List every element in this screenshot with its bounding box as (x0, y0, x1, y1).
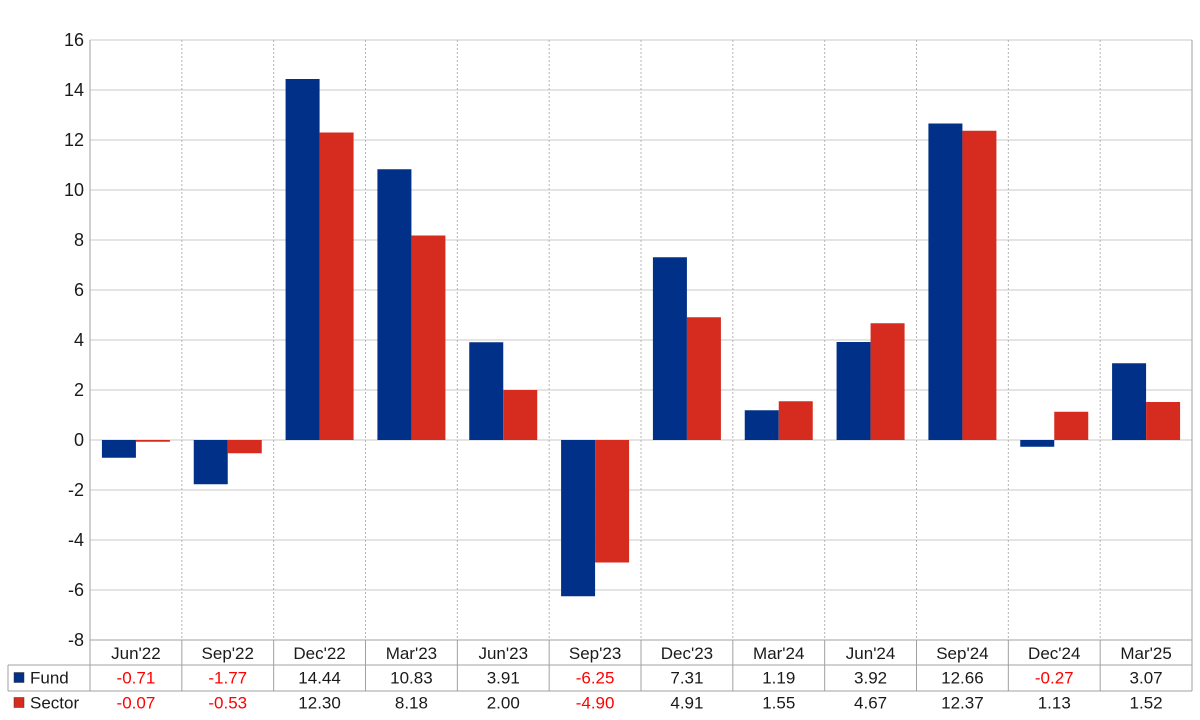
data-label-sector: -4.90 (576, 694, 615, 713)
y-tick-label: 8 (74, 230, 84, 250)
category-label: Sep'24 (936, 644, 988, 663)
bar-sector (778, 401, 813, 440)
y-tick-label: -4 (68, 530, 84, 550)
category-label: Mar'24 (753, 644, 804, 663)
data-label-fund: 3.07 (1130, 669, 1163, 688)
y-axis-ticks: -8 -6 -4 -2 0 2 4 6 8 10 12 14 16 (64, 30, 84, 650)
category-label: Dec'22 (293, 644, 345, 663)
category-label: Mar'25 (1120, 644, 1171, 663)
data-label-fund: 12.66 (941, 669, 984, 688)
bar-fund (1020, 440, 1055, 447)
axes (89, 40, 1193, 691)
data-label-sector: 12.30 (298, 694, 341, 713)
bar-fund (744, 410, 779, 440)
y-tick-label: -2 (68, 480, 84, 500)
data-label-fund: 14.44 (298, 669, 341, 688)
bar-sector (503, 390, 538, 440)
data-label-sector: 8.18 (395, 694, 428, 713)
bar-fund (469, 342, 504, 440)
data-label-fund: 10.83 (390, 669, 433, 688)
legend-swatch-fund (13, 672, 25, 683)
data-label-fund: -0.71 (117, 669, 156, 688)
bar-fund (285, 79, 320, 440)
y-tick-label: 10 (64, 180, 84, 200)
bar-sector (227, 440, 262, 454)
bar-sector (411, 235, 446, 440)
bar-sector (870, 323, 905, 440)
data-table: Jun'22 Sep'22 Dec'22 Mar'23 Jun'23 Sep'23 Dec'… (7, 639, 1192, 713)
y-tick-label: 12 (64, 130, 84, 150)
bar-fund (377, 169, 412, 440)
data-label-sector: -0.07 (117, 694, 156, 713)
data-label-sector: 1.52 (1130, 694, 1163, 713)
bar-fund (1112, 363, 1147, 440)
y-tick-label: 2 (74, 380, 84, 400)
bar-sector (962, 130, 997, 440)
data-label-fund: 3.91 (487, 669, 520, 688)
bar-sector (135, 440, 170, 442)
category-label: Dec'24 (1028, 644, 1080, 663)
category-label: Jun'24 (846, 644, 896, 663)
category-label: Sep'23 (569, 644, 621, 663)
data-label-fund: 1.19 (762, 669, 795, 688)
data-label-sector: 4.91 (670, 694, 703, 713)
category-label: Jun'22 (111, 644, 161, 663)
bar-sector (595, 440, 630, 563)
bar-fund (193, 440, 228, 485)
bar-fund (561, 440, 596, 597)
y-tick-label: 0 (74, 430, 84, 450)
category-label: Jun'23 (478, 644, 528, 663)
bar-fund (101, 440, 136, 458)
data-label-fund: -6.25 (576, 669, 615, 688)
data-label-sector: 1.13 (1038, 694, 1071, 713)
legend-label-sector: Sector (30, 694, 79, 713)
data-label-fund: 7.31 (670, 669, 703, 688)
category-label: Dec'23 (661, 644, 713, 663)
bars (101, 79, 1181, 597)
y-tick-label: 16 (64, 30, 84, 50)
y-tick-label: -6 (68, 580, 84, 600)
grid-lines (90, 39, 1192, 641)
bar-sector (1054, 411, 1089, 440)
bar-fund (928, 123, 963, 440)
y-tick-label: 14 (64, 80, 84, 100)
data-label-sector: -0.53 (208, 694, 247, 713)
data-label-sector: 4.67 (854, 694, 887, 713)
category-label: Mar'23 (386, 644, 437, 663)
y-tick-label: 4 (74, 330, 84, 350)
data-label-sector: 2.00 (487, 694, 520, 713)
data-label-fund: -0.27 (1035, 669, 1074, 688)
legend-label-fund: Fund (30, 669, 69, 688)
bar-fund (652, 257, 687, 440)
category-label: Sep'22 (202, 644, 254, 663)
bar-sector (686, 317, 721, 440)
data-label-sector: 12.37 (941, 694, 984, 713)
bar-sector (1146, 402, 1181, 440)
y-tick-label: 6 (74, 280, 84, 300)
bar-fund (836, 342, 871, 440)
y-tick-label: -8 (68, 630, 84, 650)
bar-sector (319, 132, 354, 440)
legend-swatch-sector (13, 697, 25, 708)
data-label-fund: -1.77 (208, 669, 247, 688)
data-label-sector: 1.55 (762, 694, 795, 713)
data-label-fund: 3.92 (854, 669, 887, 688)
